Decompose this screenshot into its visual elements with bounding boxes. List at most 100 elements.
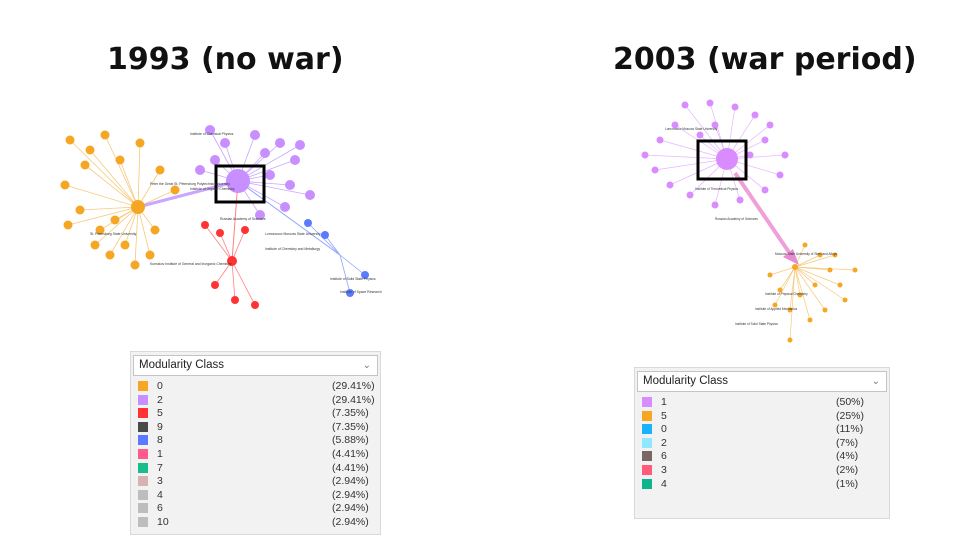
color-swatch [642,451,652,462]
class-id: 1 [157,447,163,460]
node [285,180,295,190]
node [255,210,265,220]
node [105,250,115,260]
node [321,231,329,239]
edge [104,134,139,208]
edge [779,266,796,291]
edge [109,206,139,256]
node [776,171,784,179]
edge [659,139,728,160]
edge [119,159,139,208]
node [251,301,259,309]
hub-node [227,256,237,266]
node [346,289,354,297]
node [241,226,249,234]
edge [237,180,341,256]
modularity-class-dropdown[interactable]: Modularity Class ⌄ [133,355,378,376]
edge [64,184,139,208]
legend-item: 5 (25%) [635,410,889,424]
dropdown-label: Modularity Class [643,375,728,387]
class-id: 5 [157,407,163,420]
class-id: 3 [661,463,667,476]
class-id: 8 [157,434,163,447]
node [290,155,300,165]
node [812,282,818,288]
node [711,121,719,129]
node [681,101,689,109]
class-id: 6 [661,450,667,463]
color-swatch [138,462,148,473]
edge [789,266,796,341]
class-percentage: (4.41%) [332,461,369,474]
class-id: 5 [661,409,667,422]
node [170,185,180,195]
edge [339,254,351,294]
node [822,307,828,313]
node [696,131,704,139]
node-label: Institute of Physical Chemistry [765,292,808,296]
node [817,252,823,258]
node [195,165,205,175]
node [736,196,744,204]
node [210,155,220,165]
node-label: Institute of Space Research [340,290,382,294]
color-swatch [138,503,148,514]
node [205,125,215,135]
chevron-down-icon[interactable]: ⌄ [871,376,880,387]
node [706,99,714,107]
hub-node [131,200,145,214]
node-label: Peter the Great St. Petersburg Polytechn… [150,182,230,186]
legend-item: 2 (7%) [635,437,889,451]
node [216,229,224,237]
node [731,103,739,111]
edge [84,164,139,208]
edge [89,149,139,208]
class-id: 10 [157,515,169,528]
legend-item: 7 (4.41%) [131,462,380,476]
edge [137,206,151,256]
node [777,287,783,293]
node [80,160,90,170]
node [85,145,95,155]
class-percentage: (2.94%) [332,488,369,501]
legend-item: 1 (50%) [635,396,889,410]
node [651,166,659,174]
node [115,155,125,165]
chevron-down-icon[interactable]: ⌄ [362,360,371,371]
node [135,138,145,148]
color-swatch [138,435,148,446]
edge [794,266,811,321]
edge [794,266,826,311]
color-swatch [642,437,652,448]
node [231,296,239,304]
color-swatch [642,424,652,435]
node [761,186,769,194]
node-label: Lomonosov Moscow State University [265,232,321,236]
color-swatch [138,489,148,500]
edge [219,232,233,262]
class-id: 1 [661,396,667,408]
class-percentage: (7%) [836,436,859,449]
modularity-class-dropdown[interactable]: Modularity Class ⌄ [637,371,887,392]
node [63,220,73,230]
legend-rows: 1 (50%) 5 (25%) 0 (11%) 2 (7%) 6 (4%) 3 (2%) 4 (1%) [635,396,889,491]
edge [231,229,246,262]
edge [67,206,139,226]
color-swatch [642,464,652,475]
node [787,337,793,343]
node [787,307,793,313]
class-percentage: (7.35%) [332,407,369,420]
color-swatch [138,408,148,419]
legend-item: 1 (4.41%) [131,448,380,462]
color-swatch [642,410,652,421]
node [852,267,858,273]
legend-item: 0 (29.41%) [131,380,380,394]
edge [231,180,239,262]
class-id: 6 [157,502,163,515]
class-id: 4 [157,488,163,501]
legend-item: 6 (2.94%) [131,502,380,516]
class-percentage: (29.41%) [332,380,375,392]
node [827,267,833,273]
node-label: St. Petersburg State University [90,232,137,236]
node [641,151,649,159]
